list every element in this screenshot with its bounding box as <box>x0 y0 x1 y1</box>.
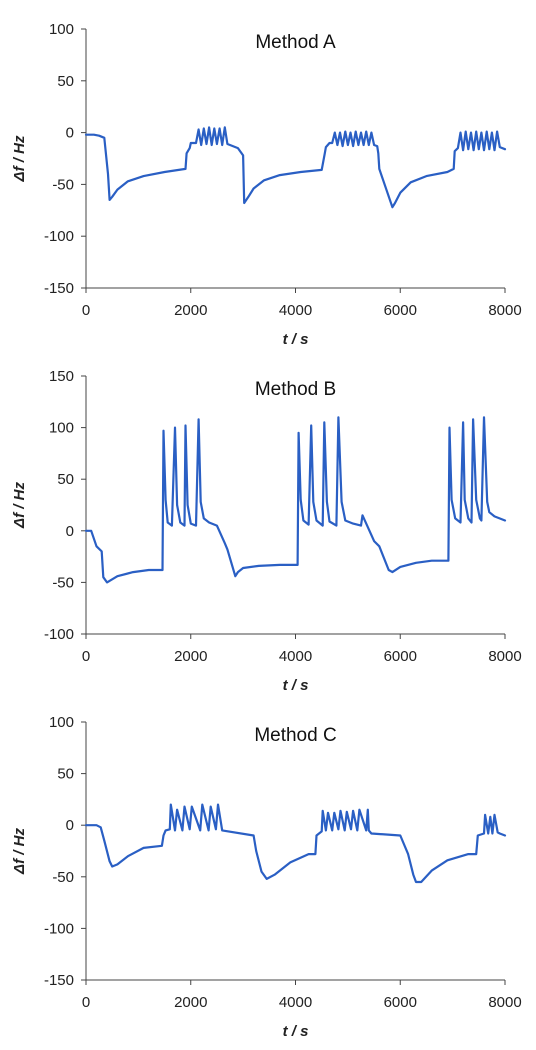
chart-1-title: Method A <box>255 32 336 53</box>
chart-1-y-tick-label: 100 <box>49 21 74 38</box>
chart-3-title: Method C <box>254 725 336 746</box>
chart-3-y-tick-label: -150 <box>44 972 74 989</box>
chart-2-y-tick-label: 0 <box>66 523 74 540</box>
chart-1-x-tick-label: 0 <box>82 302 90 319</box>
chart-3-x-tick-label: 8000 <box>488 994 521 1011</box>
chart-2-y-tick-label: 150 <box>49 368 74 385</box>
chart-1-x-tick-label: 6000 <box>384 302 417 319</box>
chart-2-x-tick-label: 4000 <box>279 648 312 665</box>
chart-3-y-tick-label: 100 <box>49 714 74 731</box>
chart-3-x-tick-label: 2000 <box>174 994 207 1011</box>
chart-3-series-line <box>84 803 507 884</box>
chart-1-x-tick-label: 8000 <box>488 302 521 319</box>
chart-1-y-tick-label: 0 <box>66 125 74 142</box>
chart-1-y-tick-label: -50 <box>52 176 74 193</box>
chart-3-x-tick-label: 0 <box>82 994 90 1011</box>
chart-2-x-axis-label: t / s <box>283 677 309 694</box>
chart-1-x-tick-label: 2000 <box>174 302 207 319</box>
chart-2-y-axis-label: Δf / Hz <box>11 482 28 529</box>
chart-2-x-tick-label: 6000 <box>384 648 417 665</box>
chart-2-y-tick-label: -50 <box>52 574 74 591</box>
chart-2-x-tick-label: 8000 <box>488 648 521 665</box>
chart-3-x-tick-label: 4000 <box>279 994 312 1011</box>
chart-3-y-tick-label: -50 <box>52 869 74 886</box>
chart-2-y-tick-label: -100 <box>44 626 74 643</box>
chart-2-x-tick-label: 2000 <box>174 648 207 665</box>
chart-3-y-axis-label: Δf / Hz <box>11 828 28 875</box>
chart-3-y-tick-label: 50 <box>57 766 74 783</box>
chart-1-series-line <box>84 126 507 209</box>
chart-1-y-tick-label: -150 <box>44 280 74 297</box>
chart-1-y-axis-label: Δf / Hz <box>11 135 28 182</box>
chart-1-y-tick-label: -100 <box>44 228 74 245</box>
chart-2-series-line <box>84 416 507 584</box>
chart-1-y-tick-label: 50 <box>57 73 74 90</box>
chart-3-y-tick-label: -100 <box>44 920 74 937</box>
chart-2-x-tick-label: 0 <box>82 648 90 665</box>
chart-2-y-tick-label: 50 <box>57 471 74 488</box>
chart-2-title: Method B <box>255 379 336 400</box>
chart-1-x-tick-label: 4000 <box>279 302 312 319</box>
chart-3-x-tick-label: 6000 <box>384 994 417 1011</box>
chart-2-y-tick-label: 100 <box>49 420 74 437</box>
chart-3-y-tick-label: 0 <box>66 817 74 834</box>
chart-1-x-axis-label: t / s <box>283 331 309 348</box>
chart-3-x-axis-label: t / s <box>283 1023 309 1040</box>
